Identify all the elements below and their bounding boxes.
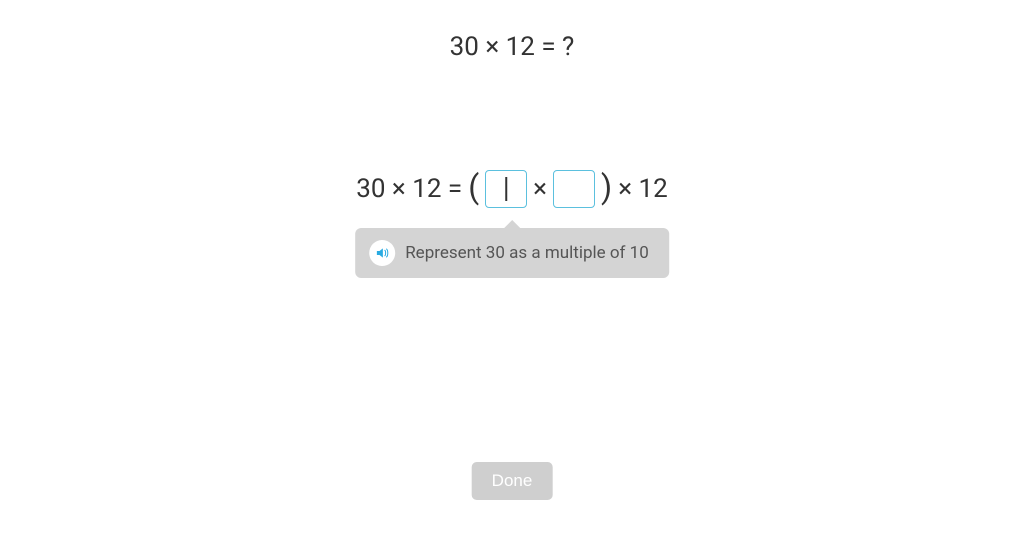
done-button[interactable]: Done: [472, 462, 553, 500]
audio-icon[interactable]: [369, 240, 395, 266]
hint-tooltip: Represent 30 as a multiple of 10: [355, 228, 669, 278]
times-symbol: ×: [533, 174, 547, 204]
question-text: 30 × 12 = ?: [0, 32, 1024, 62]
equation-rhs: × 12: [618, 174, 668, 204]
text-cursor: [505, 177, 507, 201]
equation-row: 30 × 12 = ( × ) × 12: [0, 170, 1024, 208]
equation-lhs: 30 × 12 =: [356, 174, 462, 204]
factor-input-2[interactable]: [553, 170, 595, 208]
close-paren: ): [601, 168, 612, 206]
open-paren: (: [468, 168, 479, 206]
hint-text: Represent 30 as a multiple of 10: [405, 243, 649, 263]
input-wrap-1: [485, 170, 527, 208]
